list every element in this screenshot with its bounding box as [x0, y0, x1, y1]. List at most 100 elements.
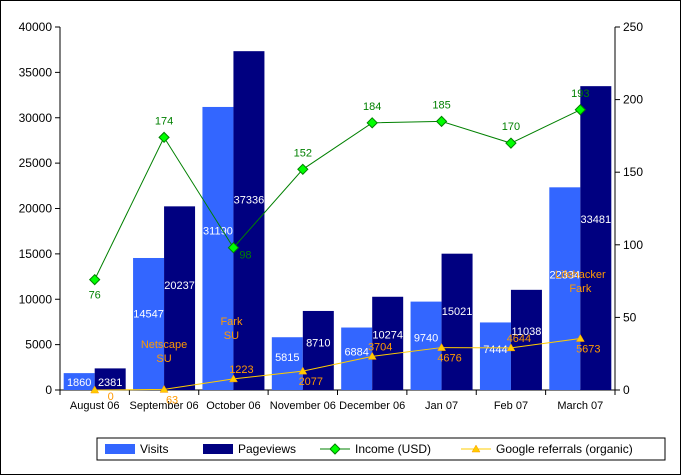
bar-value-label: 20237 [164, 280, 195, 292]
referral-point [298, 366, 308, 375]
x-tick-label: November 06 [270, 400, 336, 412]
legend-label: Pageviews [238, 442, 296, 456]
legend-label: Visits [140, 442, 168, 456]
referral-value-label: 1223 [229, 364, 253, 376]
income-value-label: 76 [89, 290, 101, 302]
income-point [227, 241, 240, 254]
referral-point [367, 351, 377, 360]
bar-value-label: 11038 [512, 326, 542, 338]
referral-value-label: 0 [108, 391, 114, 403]
bar-value-label: 14547 [133, 308, 164, 320]
y-left-tick-label: 25000 [19, 156, 53, 170]
bar-visits [479, 322, 511, 390]
bar-pageviews [233, 51, 265, 390]
income-point [88, 273, 101, 286]
referral-point [229, 374, 238, 383]
referral-point [575, 334, 585, 342]
legend-label: Income (USD) [355, 442, 431, 456]
x-tick-label: Feb 07 [494, 400, 528, 412]
income-point [435, 115, 448, 128]
bar-value-label: 9740 [414, 332, 438, 344]
y-right-tick-label: 150 [623, 165, 643, 179]
series-line-income [94, 109, 581, 280]
x-tick-label: August 06 [70, 400, 120, 412]
legend-box [96, 437, 666, 461]
legend-triangle-marker [471, 444, 481, 453]
bar-value-label: 15021 [442, 306, 473, 318]
bar-visits [410, 301, 442, 390]
y-left-tick-label: 40000 [19, 20, 53, 34]
traffic-source-annotation: Netscape [141, 339, 187, 351]
referral-value-label: 3704 [368, 341, 392, 353]
bar-visits [341, 327, 373, 390]
income-value-label: 185 [432, 99, 450, 111]
y-left-tick-label: 30000 [19, 111, 53, 125]
income-value-label: 193 [571, 88, 589, 100]
income-point [505, 137, 517, 149]
referral-point [159, 384, 169, 393]
series-line-google-referrals [94, 338, 581, 391]
bar-visits [549, 187, 581, 390]
income-point [158, 131, 170, 144]
traffic-source-annotation: Lifehacker [555, 269, 606, 281]
bar-pageviews [510, 289, 542, 390]
y-left-tick-label: 5000 [25, 338, 52, 352]
income-point [366, 117, 378, 129]
y-left-tick-label: 0 [45, 383, 52, 397]
legend-diamond-marker [329, 443, 341, 455]
bar-value-label: 10274 [372, 330, 403, 342]
referral-value-label: 2077 [299, 376, 323, 388]
legend-label: Google referrals (organic) [496, 442, 633, 456]
x-tick-label: September 06 [130, 400, 199, 412]
traffic-source-annotation: SU [224, 330, 239, 342]
legend-swatch-pageviews [203, 444, 233, 454]
income-value-label: 170 [502, 121, 520, 133]
y-left-tick-label: 20000 [19, 202, 53, 216]
x-tick-label: December 06 [339, 400, 405, 412]
bar-pageviews [164, 206, 196, 390]
y-right-tick-label: 0 [623, 383, 630, 397]
income-value-label: 184 [363, 101, 381, 113]
bar-value-label: 33481 [581, 214, 612, 226]
income-point [574, 104, 587, 116]
bar-pageviews [580, 86, 612, 391]
y-right-tick-label: 200 [623, 93, 643, 107]
income-value-label: 174 [155, 115, 173, 127]
traffic-source-annotation: SU [156, 353, 171, 365]
bar-value-label: 8710 [306, 338, 330, 350]
bar-visits [202, 106, 234, 391]
bar-value-label: 1860 [67, 377, 91, 389]
bar-visits [63, 373, 95, 390]
bar-visits [271, 337, 303, 390]
bar-value-label: 6884 [344, 347, 368, 359]
referral-value-label: 4644 [507, 333, 531, 345]
bar-visits [133, 257, 165, 390]
bar-value-label: 2381 [98, 377, 122, 389]
bar-pageviews [441, 253, 473, 390]
traffic-source-annotation: Fark [569, 283, 592, 295]
bar-value-label: 31190 [203, 225, 233, 237]
traffic-source-annotation: Fark [220, 316, 243, 328]
y-left-tick-label: 15000 [19, 247, 53, 261]
y-right-tick-label: 100 [623, 238, 643, 252]
referral-point [90, 385, 100, 394]
bar-pageviews [94, 368, 126, 390]
x-tick-label: October 06 [206, 400, 260, 412]
income-value-label: 152 [294, 147, 312, 159]
bar-pageviews [372, 296, 404, 390]
referral-point [437, 343, 446, 351]
y-right-tick-label: 250 [623, 20, 643, 34]
legend-swatch-visits [105, 444, 135, 454]
referral-value-label: 4676 [437, 353, 461, 365]
referral-value-label: 63 [166, 394, 178, 406]
y-right-tick-label: 50 [623, 310, 637, 324]
referral-point [506, 343, 516, 352]
x-tick-label: Jan 07 [425, 400, 458, 412]
income-value-label: 98 [239, 250, 251, 262]
bar-pageviews [302, 310, 334, 390]
income-point [297, 163, 309, 176]
bar-value-label: 22334 [550, 270, 581, 282]
bar-value-label: 7444 [483, 344, 507, 356]
referral-value-label: 5673 [576, 344, 600, 356]
